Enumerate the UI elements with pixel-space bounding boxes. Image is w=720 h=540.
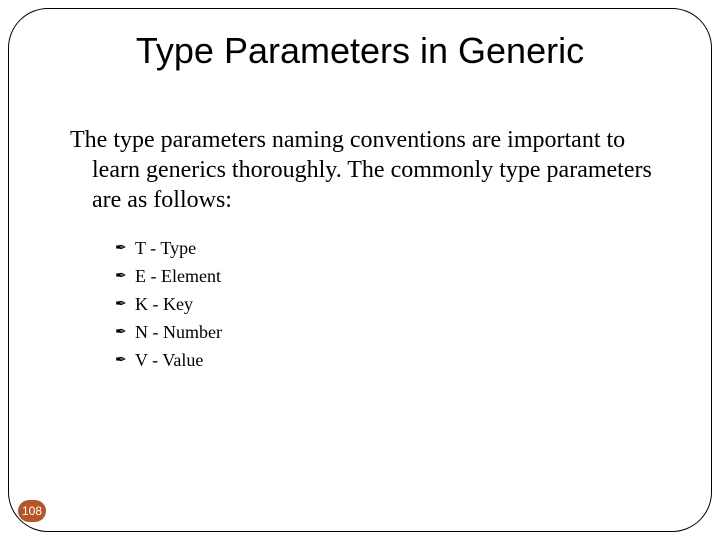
list-item-label: T - Type xyxy=(135,235,196,263)
list-item: ✒ V - Value xyxy=(115,347,222,375)
list-item-label: N - Number xyxy=(135,319,222,347)
bullet-icon: ✒ xyxy=(115,266,129,288)
bullet-icon: ✒ xyxy=(115,350,129,372)
list-item: ✒ K - Key xyxy=(115,291,222,319)
list-item-label: K - Key xyxy=(135,291,193,319)
list-item-label: V - Value xyxy=(135,347,203,375)
slide-title: Type Parameters in Generic xyxy=(0,30,720,72)
bullet-icon: ✒ xyxy=(115,294,129,316)
page-number-badge: 108 xyxy=(18,500,46,522)
bullet-list: ✒ T - Type ✒ E - Element ✒ K - Key ✒ N -… xyxy=(115,235,222,374)
bullet-icon: ✒ xyxy=(115,238,129,260)
slide: Type Parameters in Generic The type para… xyxy=(0,0,720,540)
list-item: ✒ T - Type xyxy=(115,235,222,263)
slide-body-text: The type parameters naming conventions a… xyxy=(70,125,660,215)
list-item: ✒ E - Element xyxy=(115,263,222,291)
list-item: ✒ N - Number xyxy=(115,319,222,347)
page-number: 108 xyxy=(22,504,42,518)
slide-body: The type parameters naming conventions a… xyxy=(70,125,660,215)
list-item-label: E - Element xyxy=(135,263,221,291)
bullet-icon: ✒ xyxy=(115,322,129,344)
slide-frame xyxy=(8,8,712,532)
